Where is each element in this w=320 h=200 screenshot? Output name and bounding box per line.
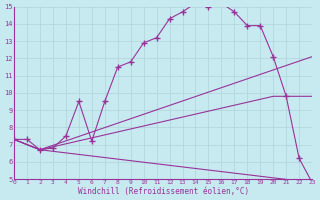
X-axis label: Windchill (Refroidissement éolien,°C): Windchill (Refroidissement éolien,°C) <box>77 187 249 196</box>
